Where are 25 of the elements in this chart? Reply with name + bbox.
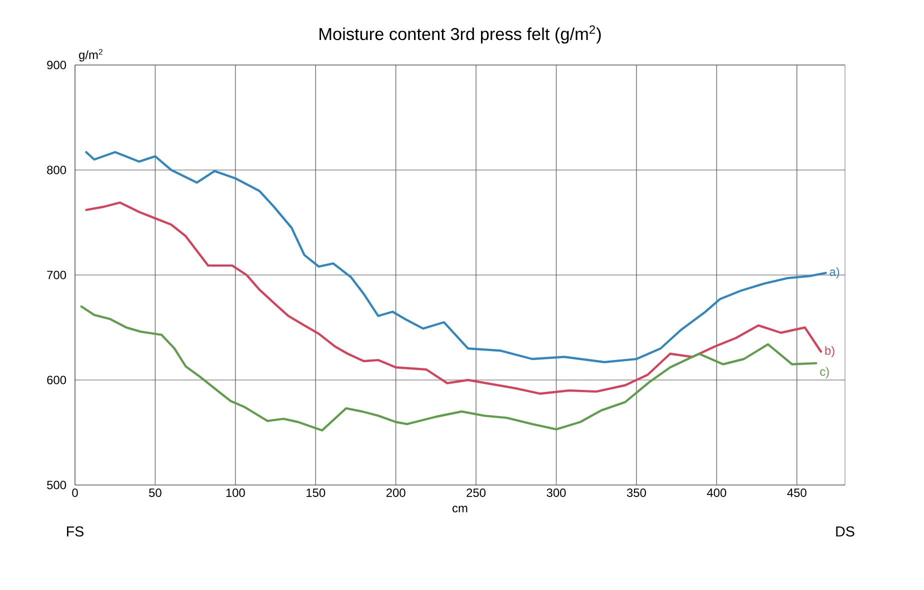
- y-tick-label: 700: [47, 270, 66, 280]
- x-tick-label: 50: [149, 488, 162, 497]
- x-axis-title: cm: [452, 506, 468, 512]
- text: FS: [67, 526, 84, 537]
- y-tick-label: 800: [47, 166, 66, 174]
- y-tick-label: 600: [47, 376, 66, 384]
- chart-title: Moisture content 3rd press felt (g/m$^{2}$): [320, 25, 601, 44]
- x-tick-label: 450: [787, 488, 806, 497]
- line-series: [80, 305, 818, 432]
- y-axis-title: g/m$^{2}$: [79, 49, 102, 62]
- series-label: c): [820, 367, 829, 378]
- series-label: a): [830, 267, 840, 278]
- series-label: b): [825, 346, 834, 358]
- text: DS: [836, 526, 854, 537]
- x-tick-label: 0: [72, 488, 78, 497]
- x-tick-label: 150: [306, 488, 326, 497]
- x-tick-label: 300: [546, 488, 566, 497]
- x-tick-label: 200: [386, 488, 406, 497]
- x-tick-label: 100: [226, 488, 245, 497]
- x-tick-label: 250: [466, 488, 486, 497]
- x-tick-label: 350: [626, 488, 646, 497]
- line-series: [85, 151, 827, 364]
- y-tick-label: 900: [47, 60, 66, 70]
- x-tick-label: 400: [706, 488, 726, 497]
- y-tick-label: 500: [47, 480, 66, 490]
